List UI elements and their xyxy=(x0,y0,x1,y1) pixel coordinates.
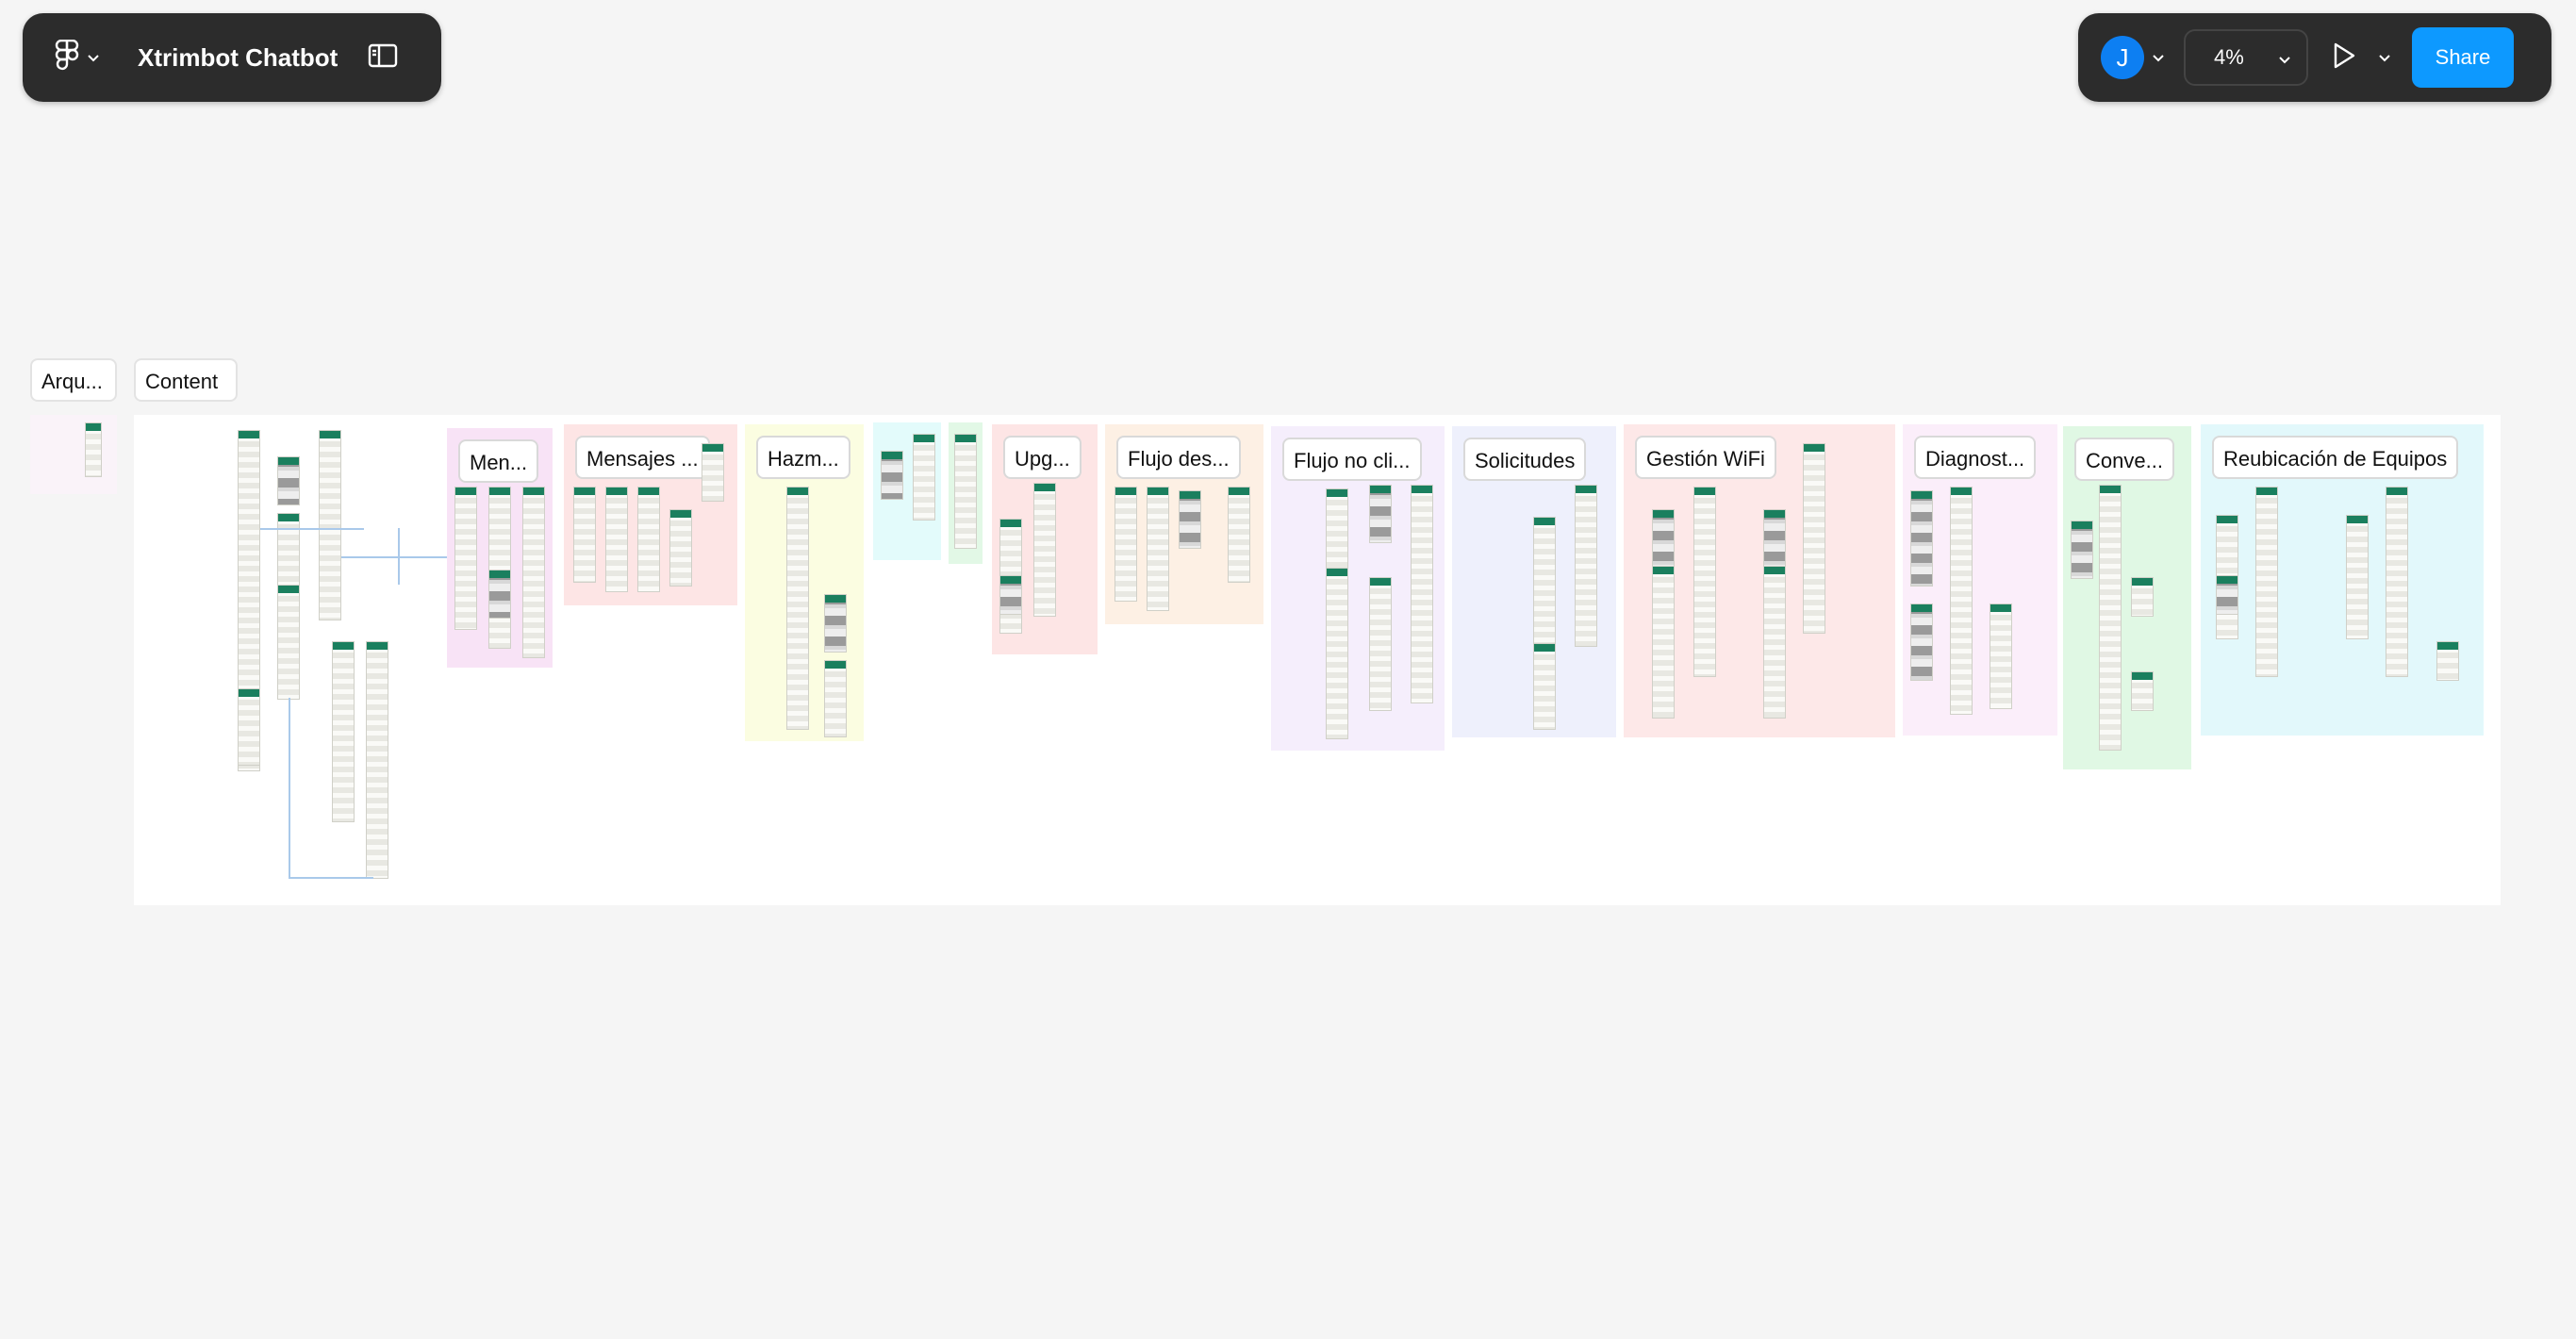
section-solicitudes[interactable]: Solicitudes xyxy=(1452,426,1616,737)
section-label: Flujo no cli... xyxy=(1282,438,1422,481)
zoom-dropdown[interactable]: 4% xyxy=(2184,29,2308,86)
section-label: Diagnost... xyxy=(1914,436,2037,479)
chevron-down-icon xyxy=(2278,45,2291,70)
section-diagnostico[interactable]: Diagnost... xyxy=(1903,424,2057,736)
section-cyan[interactable] xyxy=(873,422,941,560)
section-label: Conve... xyxy=(2074,438,2174,481)
figma-logo-icon xyxy=(55,39,79,76)
share-button[interactable]: Share xyxy=(2412,27,2514,88)
section-label: Solicitudes xyxy=(1463,438,1587,481)
chevron-down-icon xyxy=(2378,53,2391,62)
content-frame[interactable]: Men... Mensajes ... Hazm... Upg... Flujo… xyxy=(134,415,2501,905)
main-menu-button[interactable] xyxy=(55,39,100,76)
section-label: Mensajes ... xyxy=(575,436,710,479)
section-gestion-wifi[interactable]: Gestión WiFi xyxy=(1624,424,1895,737)
sidebar-toggle-button[interactable] xyxy=(368,43,398,73)
section-conversacion[interactable]: Conve... xyxy=(2063,426,2191,769)
section-hazme[interactable]: Hazm... xyxy=(745,424,864,741)
present-button[interactable] xyxy=(2331,41,2391,74)
zoom-value: 4% xyxy=(2214,45,2244,69)
section-mensajes[interactable]: Mensajes ... xyxy=(564,424,737,605)
section-label: Men... xyxy=(458,439,539,483)
sidebar-toggle-icon xyxy=(368,43,398,73)
section-flujo-no-cliente[interactable]: Flujo no cli... xyxy=(1271,426,1445,751)
collab-toolbar: J 4% Share xyxy=(2078,13,2551,102)
chevron-down-icon[interactable] xyxy=(2152,53,2165,62)
play-icon xyxy=(2331,41,2357,74)
user-avatar[interactable]: J xyxy=(2101,36,2144,79)
section-green[interactable] xyxy=(949,422,983,564)
section-label: Gestión WiFi xyxy=(1635,436,1776,479)
section-reubicacion[interactable]: Reubicación de Equipos xyxy=(2201,424,2484,736)
section-label: Upg... xyxy=(1003,436,1082,479)
chevron-down-icon xyxy=(87,53,100,62)
arquitectura-frame[interactable] xyxy=(30,415,117,494)
section-menu[interactable]: Men... xyxy=(447,428,553,668)
frame-label-content[interactable]: Content xyxy=(134,358,238,402)
section-label: Hazm... xyxy=(756,436,850,479)
section-flujo-des[interactable]: Flujo des... xyxy=(1105,424,1263,624)
file-toolbar: Xtrimbot Chatbot xyxy=(23,13,441,102)
file-title[interactable]: Xtrimbot Chatbot xyxy=(138,42,339,72)
section-upgrade[interactable]: Upg... xyxy=(992,424,1098,654)
section-label: Flujo des... xyxy=(1116,436,1241,479)
section-label: Reubicación de Equipos xyxy=(2212,436,2459,479)
frame-label-arquitectura[interactable]: Arqu... xyxy=(30,358,117,402)
